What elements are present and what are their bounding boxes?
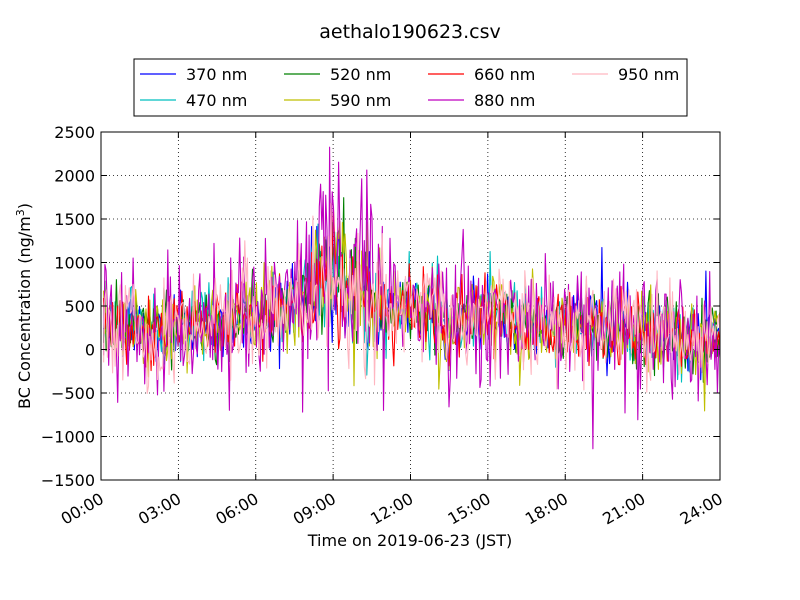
y-tick-label: −500 [51, 384, 95, 403]
series-group [103, 146, 720, 450]
y-axis-label: BC Concentration (ng/m3) [14, 203, 34, 409]
plot-area: 00:00 03:00 06:00 09:00 12:00 15:00 18:00 21:00… [41, 123, 726, 529]
legend-label: 950 nm [618, 65, 679, 84]
series-line-660-nm [103, 208, 720, 372]
y-tick-label: 2500 [54, 123, 95, 142]
y-tick-label: 500 [64, 297, 95, 316]
legend: 370 nm 470 nm 520 nm 590 nm 660 nm 880 nm 950 … [133, 58, 688, 117]
y-axis-label-close: ) [15, 203, 34, 209]
y-tick-label: −1500 [41, 471, 95, 490]
series-line-950-nm [103, 202, 720, 395]
y-tick-label: 2000 [54, 167, 95, 186]
y-axis-label-sup: 3 [14, 209, 27, 216]
y-axis-label-main: BC Concentration (ng/m [15, 216, 34, 409]
legend-label: 520 nm [330, 65, 391, 84]
chart-title: aethalo190623.csv [319, 21, 501, 43]
legend-frame [133, 58, 688, 117]
legend-label: 590 nm [330, 91, 391, 110]
y-tick-label: 0 [85, 341, 95, 360]
x-axis-label: Time on 2019-06-23 (JST) [307, 531, 512, 550]
y-tick-label: 1000 [54, 254, 95, 273]
legend-label: 470 nm [186, 91, 247, 110]
series-line-880-nm [103, 146, 720, 450]
legend-label: 660 nm [474, 65, 535, 84]
y-tick-label: 1500 [54, 210, 95, 229]
y-axis-ticks: −1500 −1000 −500 0 500 1000 1500 2000 2500 [41, 123, 720, 490]
legend-label: 880 nm [474, 91, 535, 110]
legend-label: 370 nm [186, 65, 247, 84]
y-tick-label: −1000 [41, 428, 95, 447]
